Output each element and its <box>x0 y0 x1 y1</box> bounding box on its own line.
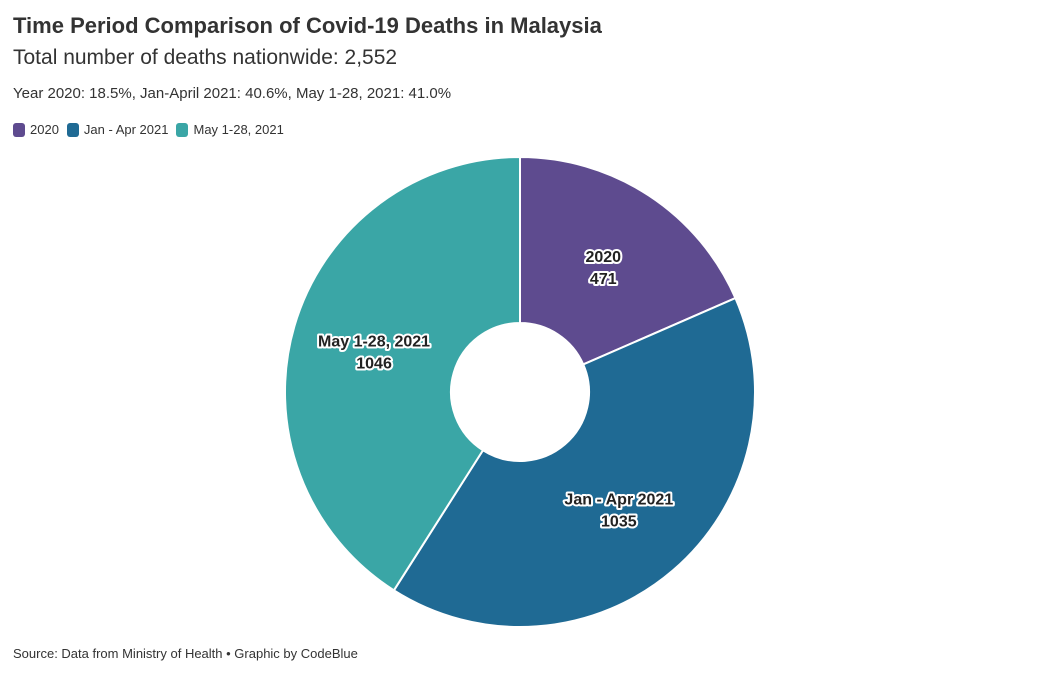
pie-slice-2020[interactable] <box>519 155 737 366</box>
labels-group: 2020 471 Jan - Apr 2021 1035 May 1-28, 2021 1… <box>316 247 675 533</box>
legend: 2020 Jan - Apr 2021 May 1-28, 2021 <box>13 122 292 137</box>
slices-group <box>284 155 756 628</box>
chart-area: 2020 471 Jan - Apr 2021 1035 May 1-28, 2021 1… <box>0 140 1039 640</box>
legend-swatch <box>66 122 79 137</box>
chart-description: Year 2020: 18.5%, Jan-April 2021: 40.6%,… <box>13 85 452 102</box>
legend-label: Jan - Apr 2021 <box>83 122 169 137</box>
chart-subtitle: Total number of deaths nationwide: 2,552 <box>13 46 398 69</box>
legend-item-2020[interactable]: 2020 <box>13 122 59 137</box>
chart-header: Time Period Comparison of Covid-19 Death… <box>13 10 1013 104</box>
legend-swatch <box>176 122 189 137</box>
legend-item-jan-apr-2021[interactable]: Jan - Apr 2021 <box>66 122 169 137</box>
slice-value-label: 1035 <box>601 513 637 530</box>
slice-category-label: May 1-28, 2021 <box>318 334 430 351</box>
legend-label: May 1-28, 2021 <box>193 122 284 137</box>
donut-chart: 2020 471 Jan - Apr 2021 1035 May 1-28, 2021 1… <box>284 155 756 628</box>
slice-value-label: 471 <box>590 271 617 288</box>
legend-swatch <box>13 122 25 137</box>
chart-source: Source: Data from Ministry of Health • G… <box>13 646 358 661</box>
pie-slice-may-1-28-2021[interactable] <box>284 155 521 592</box>
slice-value-label: 1046 <box>356 356 392 373</box>
legend-label: 2020 <box>30 122 59 137</box>
slice-category-label: Jan - Apr 2021 <box>564 491 673 508</box>
chart-title: Time Period Comparison of Covid-19 Death… <box>13 13 602 38</box>
slice-category-label: 2020 <box>585 249 621 266</box>
pie-slice-jan-apr-2021[interactable] <box>392 296 756 628</box>
legend-item-may-2021[interactable]: May 1-28, 2021 <box>176 122 284 137</box>
